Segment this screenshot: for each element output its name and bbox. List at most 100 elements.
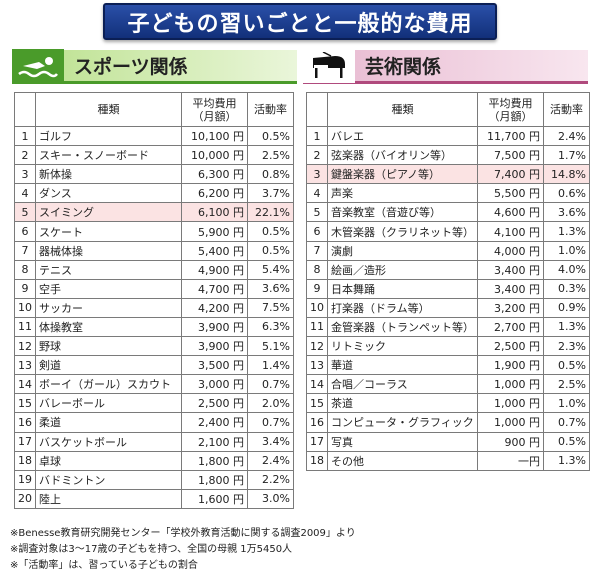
- cell-name: ゴルフ: [35, 125, 182, 147]
- cell-rate: 3.0%: [247, 488, 294, 509]
- rank-header: [14, 92, 36, 127]
- cell-name: バレーボール: [35, 393, 182, 414]
- cell-rate: 2.5%: [247, 145, 294, 166]
- table-row: 17 写真 900 円 0.5%: [306, 431, 590, 452]
- cost-header-label: 平均費用 （月額）: [192, 96, 237, 123]
- table-row: 4 声楽 5,500 円 0.6%: [306, 183, 590, 204]
- cell-cost: 2,700 円: [477, 316, 544, 338]
- cell-cost: 3,900 円: [181, 316, 248, 338]
- cell-rank: 5: [306, 202, 328, 223]
- cell-rate: 0.5%: [247, 221, 294, 242]
- cell-rate: 3.7%: [247, 183, 294, 204]
- footnotes: ※Benesse教育研究開発センター「学校外教育活動に関する調査2009」より …: [10, 526, 356, 574]
- cost-header: 平均費用 （月額）: [181, 92, 248, 127]
- cell-rank: 11: [14, 316, 36, 338]
- cell-rank: 16: [14, 412, 36, 433]
- cell-rate: 22.1%: [247, 202, 294, 223]
- cell-name: バドミントン: [35, 469, 182, 490]
- cell-rank: 4: [306, 183, 328, 204]
- table-row: 4 ダンス 6,200 円 3.7%: [14, 183, 294, 204]
- table-row: 5 音楽教室（音遊び等） 4,600 円 3.6%: [306, 202, 590, 223]
- cell-cost: 6,200 円: [181, 183, 248, 204]
- cell-name: 木管楽器（クラリネット等）: [327, 221, 478, 242]
- rate-header: 活動率: [247, 92, 294, 127]
- cell-cost: 1,600 円: [181, 488, 248, 509]
- sports-table-header: 種類 平均費用 （月額） 活動率: [14, 92, 294, 127]
- cell-name: 器械体操: [35, 240, 182, 261]
- cell-rank: 18: [306, 450, 328, 471]
- cell-name: 絵画／造形: [327, 259, 478, 280]
- cell-rank: 1: [14, 125, 36, 147]
- cell-rate: 0.8%: [247, 164, 294, 185]
- cell-rate: 0.7%: [247, 412, 294, 433]
- cell-rank: 13: [14, 355, 36, 376]
- cell-name: 打楽器（ドラム等）: [327, 297, 478, 318]
- cell-name: コンピュータ・グラフィック: [327, 412, 478, 433]
- cell-cost: 1,800 円: [181, 450, 248, 471]
- table-row: 1 バレエ 11,700 円 2.4%: [306, 125, 590, 147]
- table-row: 12 野球 3,900 円 5.1%: [14, 336, 294, 357]
- table-row: 15 バレーボール 2,500 円 2.0%: [14, 393, 294, 414]
- cell-rate: 0.7%: [543, 412, 590, 433]
- cell-cost: 7,400 円: [477, 164, 544, 185]
- cell-cost: 2,400 円: [181, 412, 248, 433]
- cell-rate: 3.6%: [247, 278, 294, 299]
- cell-name: 弦楽器（バイオリン等）: [327, 145, 478, 166]
- cell-rank: 14: [306, 374, 328, 395]
- cell-rate: 7.5%: [247, 297, 294, 318]
- cell-rank: 2: [306, 145, 328, 166]
- cell-rate: 1.7%: [543, 145, 590, 166]
- table-row: 3 新体操 6,300 円 0.8%: [14, 164, 294, 185]
- table-row: 14 ボーイ（ガール）スカウト 3,000 円 0.7%: [14, 374, 294, 395]
- cell-rate: 1.4%: [247, 355, 294, 376]
- cell-cost: 4,200 円: [181, 297, 248, 318]
- cell-cost: 2,500 円: [181, 393, 248, 414]
- cell-name: 茶道: [327, 393, 478, 414]
- cell-rate: 0.9%: [543, 297, 590, 318]
- cell-name: 華道: [327, 355, 478, 376]
- cell-rate: 3.6%: [543, 202, 590, 223]
- cell-cost: 1,800 円: [181, 469, 248, 490]
- cell-name: 卓球: [35, 450, 182, 471]
- cell-rate: 0.5%: [247, 240, 294, 261]
- cell-rank: 10: [14, 297, 36, 318]
- cell-rate: 0.5%: [543, 355, 590, 376]
- cell-rate: 2.4%: [543, 125, 590, 147]
- cell-name: 音楽教室（音遊び等）: [327, 202, 478, 223]
- cell-cost: 一円: [477, 450, 544, 471]
- cell-name: ダンス: [35, 183, 182, 204]
- cell-rate: 2.4%: [247, 450, 294, 471]
- cell-name: 野球: [35, 336, 182, 357]
- cell-rate: 2.3%: [543, 336, 590, 357]
- cell-rate: 2.2%: [247, 469, 294, 490]
- cell-name: サッカー: [35, 297, 182, 318]
- table-row: 3 鍵盤楽器（ピアノ等） 7,400 円 14.8%: [306, 164, 590, 185]
- table-row: 17 バスケットボール 2,100 円 3.4%: [14, 431, 294, 452]
- cell-name: 金管楽器（トランペット等）: [327, 316, 478, 338]
- cell-name: バスケットボール: [35, 431, 182, 452]
- table-row: 9 日本舞踊 3,400 円 0.3%: [306, 278, 590, 299]
- table-row: 6 木管楽器（クラリネット等） 4,100 円 1.3%: [306, 221, 590, 242]
- cell-rank: 9: [14, 278, 36, 299]
- cell-cost: 1,900 円: [477, 355, 544, 376]
- cell-rate: 4.0%: [543, 259, 590, 280]
- cell-rank: 3: [14, 164, 36, 185]
- cell-rank: 6: [306, 221, 328, 242]
- footnote: ※Benesse教育研究開発センター「学校外教育活動に関する調査2009」より: [10, 528, 356, 539]
- cell-rank: 7: [306, 240, 328, 261]
- cell-cost: 10,100 円: [181, 125, 248, 147]
- cell-rank: 10: [306, 297, 328, 318]
- table-row: 18 その他 一円 1.3%: [306, 450, 590, 471]
- cell-name: 新体操: [35, 164, 182, 185]
- cell-rank: 18: [14, 450, 36, 471]
- cell-rate: 5.4%: [247, 259, 294, 280]
- cell-cost: 4,900 円: [181, 259, 248, 280]
- cell-name: ボーイ（ガール）スカウト: [35, 374, 182, 395]
- cell-rate: 1.3%: [543, 221, 590, 242]
- table-row: 12 リトミック 2,500 円 2.3%: [306, 336, 590, 357]
- cell-cost: 7,500 円: [477, 145, 544, 166]
- cell-cost: 4,100 円: [477, 221, 544, 242]
- cell-rank: 1: [306, 125, 328, 147]
- rate-header: 活動率: [543, 92, 590, 127]
- table-row: 14 合唱／コーラス 1,000 円 2.5%: [306, 374, 590, 395]
